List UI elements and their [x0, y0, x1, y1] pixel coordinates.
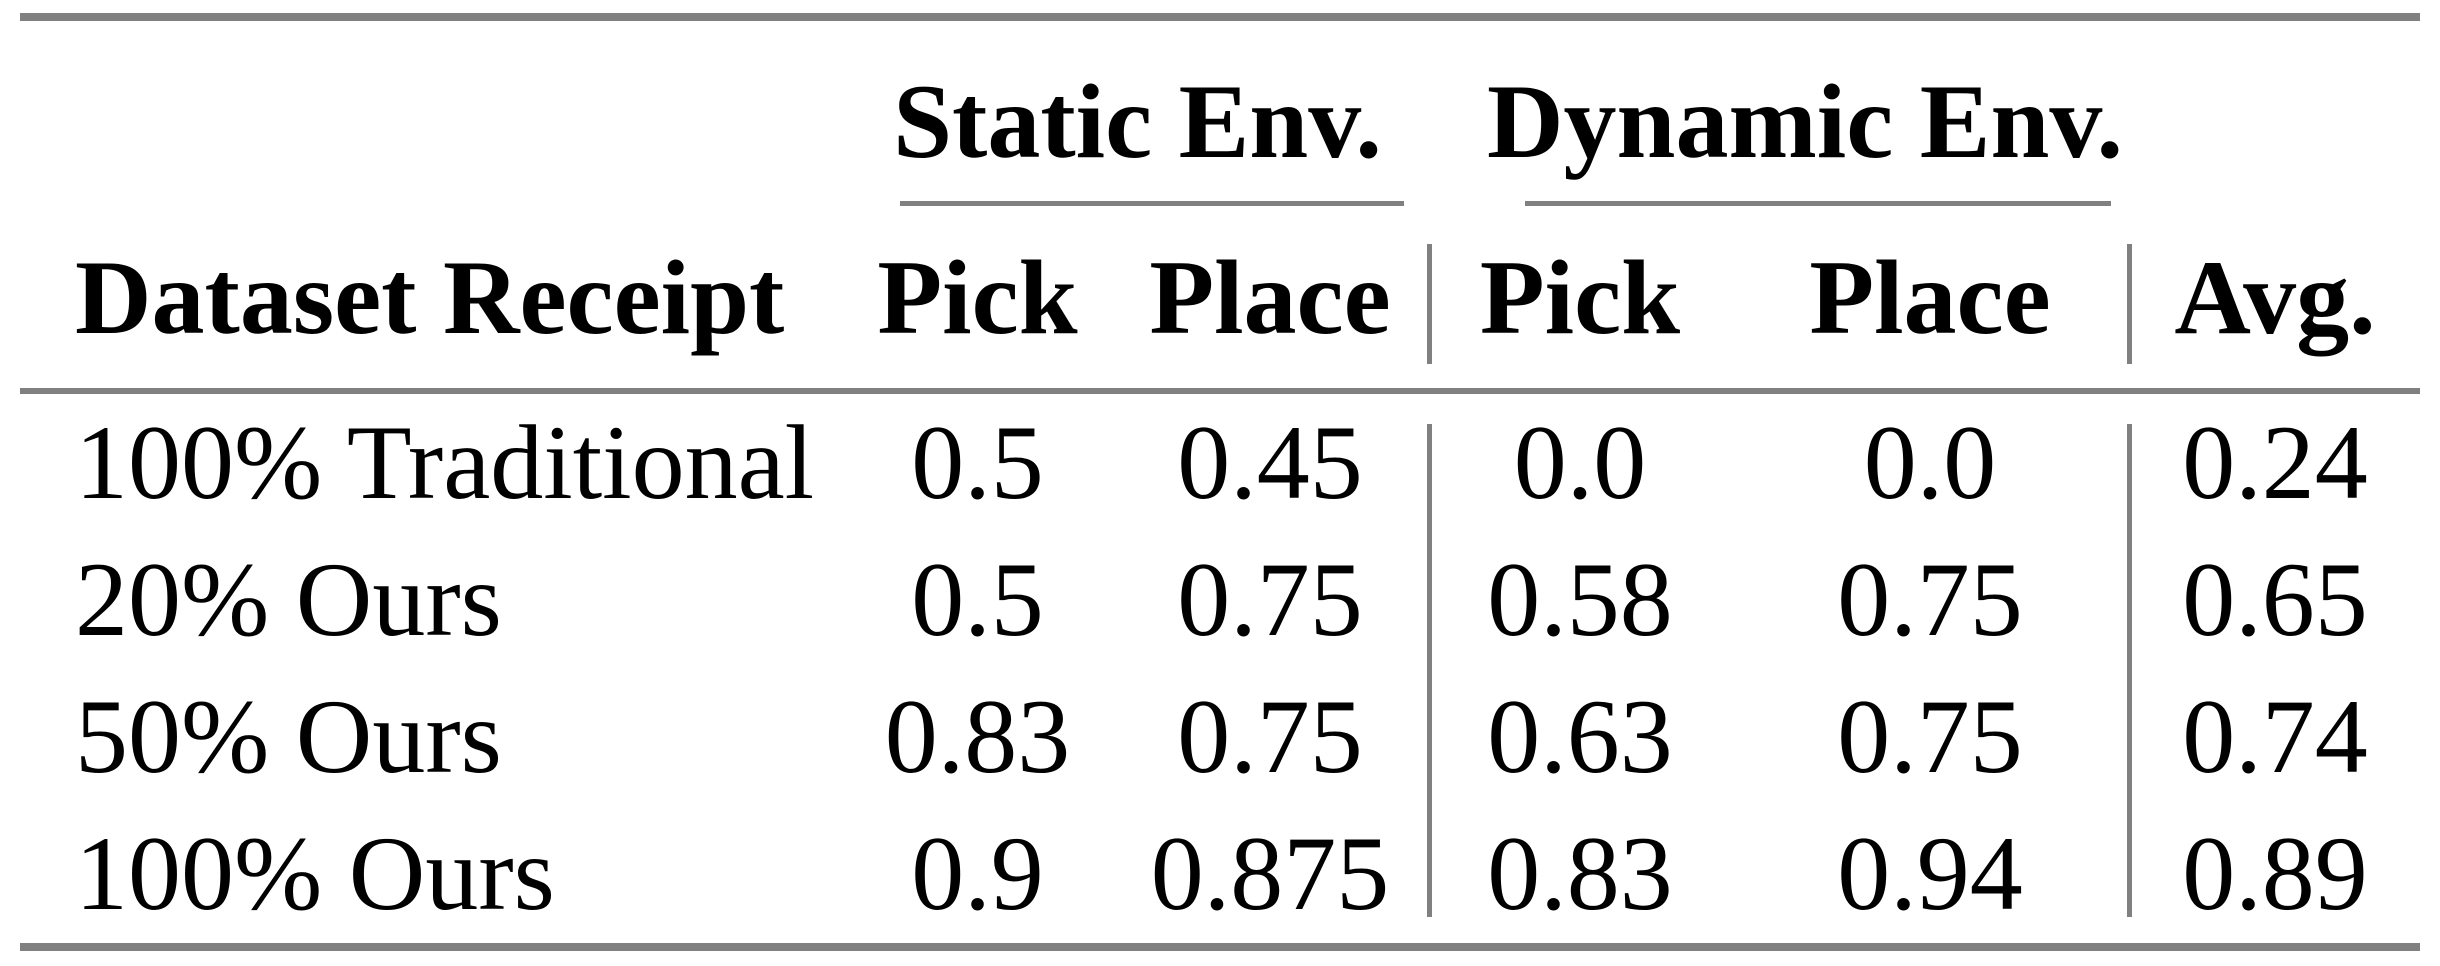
- corner-spacer: [20, 21, 845, 208]
- cell-static-pick: 0.5: [911, 540, 1044, 658]
- results-table: Static Env. Dynamic Env. Dataset Receipt…: [20, 13, 2420, 951]
- group-header-dynamic-env-label: Dynamic Env.: [1486, 63, 2124, 180]
- column-header-static-place: Place: [1110, 208, 1432, 388]
- cell-static-place: 0.875: [1110, 805, 1432, 943]
- cell-static-place: 0.45: [1110, 394, 1432, 532]
- cell-dynamic-pick: 0.0: [1513, 403, 1647, 521]
- group-header-dynamic-env: Dynamic Env.: [1430, 21, 2130, 208]
- cell-static-pick: 0.83: [884, 678, 1071, 796]
- cell-avg: 0.65: [2182, 540, 2368, 658]
- row-label: 50% Ours: [75, 678, 502, 796]
- cmidrule-dynamic: [1525, 201, 2111, 206]
- row-label: 100% Traditional: [75, 403, 815, 521]
- cell-dynamic-place: 0.0: [1730, 394, 2132, 532]
- avg-header-spacer: [2130, 21, 2420, 208]
- column-header-static-pick: Pick: [877, 239, 1078, 356]
- cell-dynamic-place: 0.75: [1730, 531, 2132, 669]
- group-header-static-env-label: Static Env.: [893, 63, 1382, 180]
- cell-static-pick: 0.9: [911, 815, 1044, 933]
- group-header-static-env: Static Env.: [845, 21, 1430, 208]
- column-header-avg: Avg.: [2174, 239, 2376, 356]
- cell-static-pick: 0.5: [911, 403, 1044, 521]
- cell-dynamic-place: 0.94: [1730, 805, 2132, 943]
- column-header-dynamic-place: Place: [1730, 208, 2132, 388]
- cell-avg: 0.24: [2182, 403, 2368, 521]
- cell-avg: 0.74: [2182, 678, 2368, 796]
- cell-static-place: 0.75: [1110, 531, 1432, 669]
- column-header-dataset-receipt: Dataset Receipt: [75, 239, 785, 356]
- cell-dynamic-pick: 0.83: [1487, 815, 1673, 933]
- column-header-dynamic-pick: Pick: [1479, 239, 1681, 356]
- cmidrule-static: [900, 201, 1404, 206]
- cell-dynamic-pick: 0.63: [1487, 678, 1673, 796]
- cell-dynamic-pick: 0.58: [1487, 540, 1673, 658]
- cell-avg: 0.89: [2182, 815, 2368, 933]
- cell-dynamic-place: 0.75: [1730, 668, 2132, 807]
- row-label: 100% Ours: [75, 815, 555, 933]
- header-midrule: [20, 388, 2420, 394]
- row-label: 20% Ours: [75, 540, 502, 658]
- cell-static-place: 0.75: [1110, 668, 1432, 807]
